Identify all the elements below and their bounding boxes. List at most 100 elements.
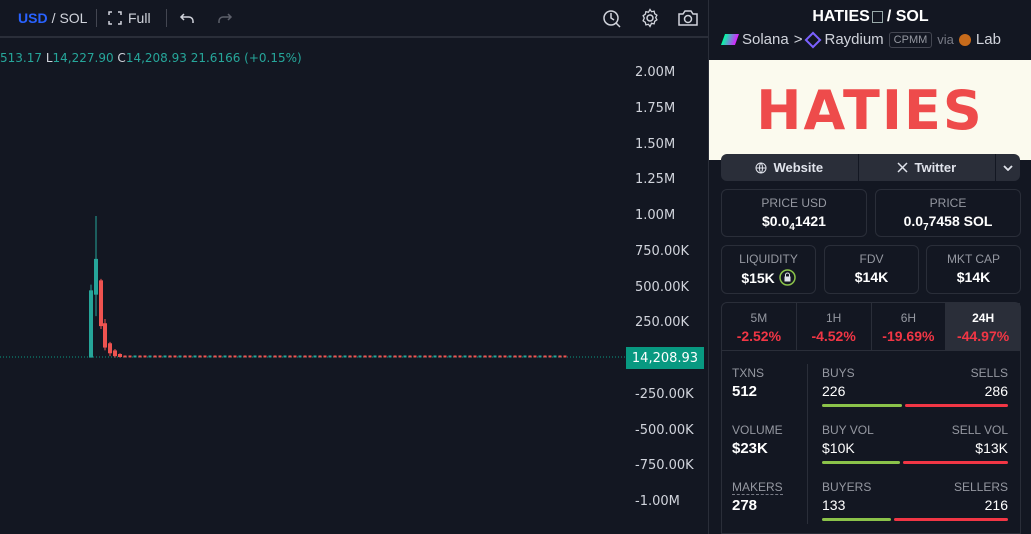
dex-name[interactable]: Raydium (824, 31, 884, 48)
quote-token: SOL (895, 8, 929, 25)
candle-body (328, 355, 332, 358)
price-axis-label: 1.50M (635, 136, 676, 152)
price-usd-label: PRICE USD (761, 196, 827, 210)
candle-body (458, 355, 462, 358)
candle-body (443, 355, 447, 358)
price-axis-label: 1.75M (635, 100, 676, 116)
buy-vol-value: $10K (822, 440, 855, 456)
screenshot-button[interactable] (676, 0, 700, 36)
candle-body (258, 355, 262, 358)
sell-vol-label: SELL VOL (951, 423, 1008, 437)
timeframe-tabs: 5M -2.52% 1H -4.52% 6H -19.69% 24H -44.97% (721, 302, 1021, 351)
candle-body (173, 355, 177, 358)
chain-name[interactable]: Solana (742, 31, 789, 48)
candle-body (378, 355, 382, 358)
currency-sol[interactable]: SOL (59, 10, 88, 26)
candle-body (553, 355, 557, 358)
price-sol-digits: 7458 SOL (928, 213, 993, 229)
currency-usd[interactable]: USD (18, 10, 48, 26)
chart-pane[interactable]: USD / SOL Full 513.17 L14,227.90 C14,208… (0, 0, 708, 534)
full-button[interactable]: Full (108, 0, 151, 36)
website-button[interactable]: Website (721, 154, 859, 181)
trading-stats: TXNS 512 VOLUME $23K MAKERS 278 BUYS SEL… (721, 350, 1021, 534)
candle-body (348, 355, 352, 358)
redo-icon (218, 13, 233, 23)
buy-vol-label: BUY VOL (822, 423, 874, 437)
candle-body (418, 355, 422, 358)
lock-icon[interactable] (778, 269, 796, 286)
candle-body (533, 355, 537, 358)
currency-toggle[interactable]: USD / SOL (18, 0, 87, 36)
candle-body (298, 355, 302, 358)
fdv-card: FDV $14K (824, 245, 919, 294)
candle-body (213, 355, 217, 358)
price-sol-zeros: 7 (923, 221, 929, 233)
buys-label: BUYS (822, 366, 855, 380)
copy-icon[interactable] (871, 10, 883, 23)
gear-icon (642, 8, 658, 28)
tab-24h[interactable]: 24H -44.97% (946, 303, 1020, 350)
settings-button[interactable] (638, 0, 662, 36)
indicators-button[interactable] (600, 0, 624, 36)
candle-body (493, 355, 497, 358)
tab-6h[interactable]: 6H -19.69% (872, 303, 947, 350)
via-name[interactable]: Lab (975, 31, 1001, 48)
candle-body (148, 355, 152, 358)
candle-body (113, 350, 117, 357)
chevron-right-icon: > (793, 31, 803, 48)
candle-body (318, 355, 322, 358)
candle-body (478, 355, 482, 358)
tab-1h-change: -4.52% (811, 328, 856, 344)
tab-5m[interactable]: 5M -2.52% (722, 303, 797, 350)
sells-bar (905, 404, 1008, 407)
tab-6h-change: -19.69% (882, 328, 935, 344)
redo-button[interactable] (213, 0, 237, 36)
candle-body (99, 280, 103, 327)
candle-body (133, 355, 137, 358)
candle-body (118, 353, 122, 357)
twitter-button[interactable]: Twitter (859, 154, 997, 181)
raydium-icon (804, 31, 822, 48)
price-axis-label: -250.00K (635, 386, 694, 402)
candle-body (223, 355, 227, 358)
candle-body (518, 355, 522, 358)
price-axis-label: -500.00K (635, 422, 694, 438)
price-sol-value: 0.077458 SOL (876, 213, 1020, 233)
makers-label[interactable]: MAKERS (732, 480, 783, 495)
candle-body (448, 355, 452, 358)
candle-body (208, 355, 212, 358)
price-axis[interactable]: 2.00M 1.75M 1.50M 1.25M 1.00M 750.00K 500.00K 2… (625, 40, 708, 534)
mktcap-label: MKT CAP (946, 252, 1001, 266)
tab-5m-change: -2.52% (736, 328, 782, 344)
candle-body (123, 355, 127, 358)
via-label: via (937, 32, 954, 47)
candle-body (218, 355, 222, 358)
tab-1h[interactable]: 1H -4.52% (797, 303, 872, 350)
buyers-label: BUYERS (822, 480, 872, 494)
candle-body (353, 355, 357, 358)
candle-body (128, 355, 132, 358)
candle-body (413, 355, 417, 358)
price-axis-label: 750.00K (635, 243, 690, 259)
candle-body (193, 355, 197, 358)
candle-body (168, 355, 172, 358)
candle-body (563, 355, 567, 358)
chevron-down-icon (1003, 164, 1013, 171)
candle-body (508, 355, 512, 358)
candle-body (548, 355, 552, 358)
tab-24h-label: 24H (972, 311, 995, 325)
sellers-label: SELLERS (953, 480, 1008, 494)
tab-5m-label: 5M (750, 311, 768, 325)
candle-body (103, 323, 107, 348)
candle-body (188, 355, 192, 358)
candle-body (158, 355, 162, 358)
candle-body (308, 355, 312, 358)
candle-body (313, 355, 317, 358)
candle-body (523, 355, 527, 358)
candlestick-plot[interactable] (0, 40, 625, 534)
candle-body (388, 355, 392, 358)
candle-body (178, 355, 182, 358)
ohlc-low-key: L (45, 51, 53, 65)
undo-button[interactable] (175, 0, 199, 36)
more-links-button[interactable] (996, 154, 1020, 181)
